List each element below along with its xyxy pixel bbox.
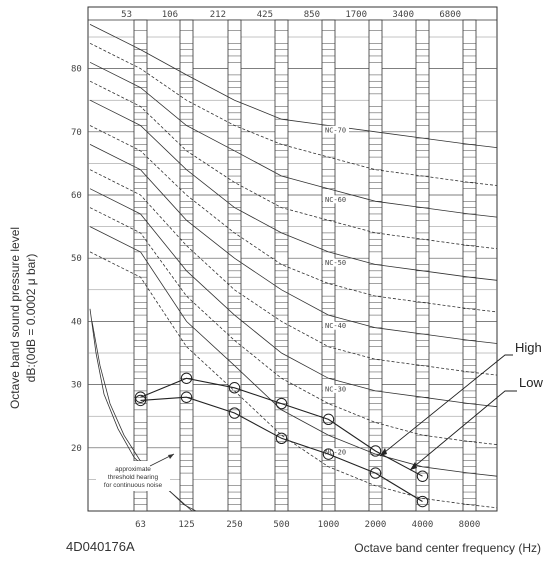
- nc-curve: [89, 42, 498, 186]
- x-tick-label: 250: [226, 520, 242, 530]
- nc-curve: [89, 144, 498, 344]
- x-tick-label: 2000: [365, 520, 387, 530]
- document-code: 4D040176A: [66, 539, 135, 554]
- y-axis-title-line1: Octave band sound pressure level: [8, 227, 22, 409]
- top-band-label: 850: [304, 10, 320, 20]
- series-line: [140, 377, 423, 477]
- y-tick-label: 20: [71, 444, 82, 454]
- data-point: [134, 391, 147, 403]
- top-band-label: 6800: [439, 10, 461, 20]
- data-point: [275, 397, 288, 410]
- band-column: [227, 19, 242, 512]
- nc-curve-label: NC-20: [325, 449, 346, 457]
- nc-curves: NC-70 NC-60 NC-50 NC-40 NC-30 NC-20: [89, 24, 498, 509]
- low-series-label: Low: [519, 375, 543, 390]
- high-leader-line: [379, 354, 513, 457]
- top-band-label: 3400: [392, 10, 414, 20]
- low-leader-arrow: [410, 462, 417, 470]
- data-point: [322, 448, 335, 460]
- nc-label-bg: [323, 195, 349, 204]
- y-tick-label: 60: [71, 191, 82, 201]
- y-tick-label: 30: [71, 381, 82, 391]
- data-point: [134, 394, 147, 407]
- y-tick-label: 40: [71, 317, 82, 327]
- x-tick-label: 4000: [412, 520, 434, 530]
- plot-frame: [87, 6, 498, 512]
- band-column: [415, 19, 430, 512]
- nc-label-bg: [323, 448, 349, 457]
- y-tick-label: 50: [71, 254, 82, 264]
- threshold-note-line: for continuous noise: [104, 482, 163, 489]
- data-series: [134, 372, 429, 508]
- data-point: [228, 382, 241, 394]
- nc-curve: [89, 61, 498, 218]
- nc-curve: [89, 125, 498, 313]
- series-line: [140, 396, 423, 502]
- series-high: [134, 372, 429, 482]
- nc-curve: [89, 169, 498, 376]
- nc-curve: [89, 207, 498, 445]
- x-tick-label: 125: [178, 520, 194, 530]
- nc-curve-label: NC-40: [325, 322, 346, 330]
- nc-label-bg: [323, 258, 349, 267]
- nc-curve: [89, 80, 498, 250]
- x-tick-label: 1000: [318, 520, 340, 530]
- band-column: [462, 19, 477, 512]
- nc-curve-label: NC-50: [325, 259, 346, 267]
- band-column: [179, 19, 194, 512]
- band-column: [133, 19, 148, 512]
- y-tick-label: 70: [71, 128, 82, 138]
- data-point: [322, 413, 335, 426]
- nc-label-bg: [323, 321, 349, 330]
- data-point: [416, 495, 429, 508]
- y-axis-title-line2: dB:(0dB = 0.0002 μ bar): [24, 254, 38, 383]
- threshold-note-line: threshold hearing: [108, 474, 159, 481]
- annotations: High Low: [379, 340, 543, 471]
- nc-curve: [89, 226, 498, 477]
- series-low: [134, 391, 429, 508]
- octave-band-columns: [133, 19, 477, 512]
- nc-curve: [89, 99, 498, 281]
- threshold-curve: [91, 321, 197, 512]
- x-tick-label: 63: [135, 520, 146, 530]
- nc-curve: [89, 188, 498, 408]
- data-point: [416, 470, 429, 482]
- high-series-label: High: [515, 340, 542, 355]
- chart-grid: [87, 6, 498, 512]
- x-axis-title: Octave band center frequency (Hz): [354, 541, 541, 555]
- high-leader-arrow: [380, 448, 387, 456]
- threshold-note-line: approximate: [115, 466, 151, 473]
- x-tick-label: 500: [273, 520, 289, 530]
- nc-label-bg: [323, 125, 349, 134]
- data-point: [369, 467, 382, 479]
- nc-curve-label: NC-30: [325, 385, 346, 393]
- top-band-label: 106: [162, 10, 178, 20]
- y-tick-label: 80: [71, 65, 82, 75]
- data-point: [275, 432, 288, 445]
- nc-curve-label: NC-60: [325, 196, 346, 204]
- top-band-label: 425: [257, 10, 273, 20]
- nc-curve-label: NC-70: [325, 126, 346, 134]
- top-band-label: 212: [210, 10, 226, 20]
- x-tick-label: 8000: [459, 520, 481, 530]
- data-point: [180, 391, 193, 403]
- data-point: [369, 445, 382, 457]
- data-point: [228, 407, 241, 419]
- nc-curve: [89, 251, 498, 509]
- band-column: [274, 19, 289, 512]
- low-leader-line: [409, 390, 517, 471]
- nc-label-bg: [323, 384, 349, 393]
- data-point: [180, 372, 193, 384]
- top-band-label: 53: [121, 10, 132, 20]
- nc-curve: [89, 24, 498, 148]
- tick-labels: 20 30 40 50 60 70 80 63 125 250 500 1000 2000 4000 800…: [71, 8, 480, 530]
- top-band-label: 1700: [345, 10, 367, 20]
